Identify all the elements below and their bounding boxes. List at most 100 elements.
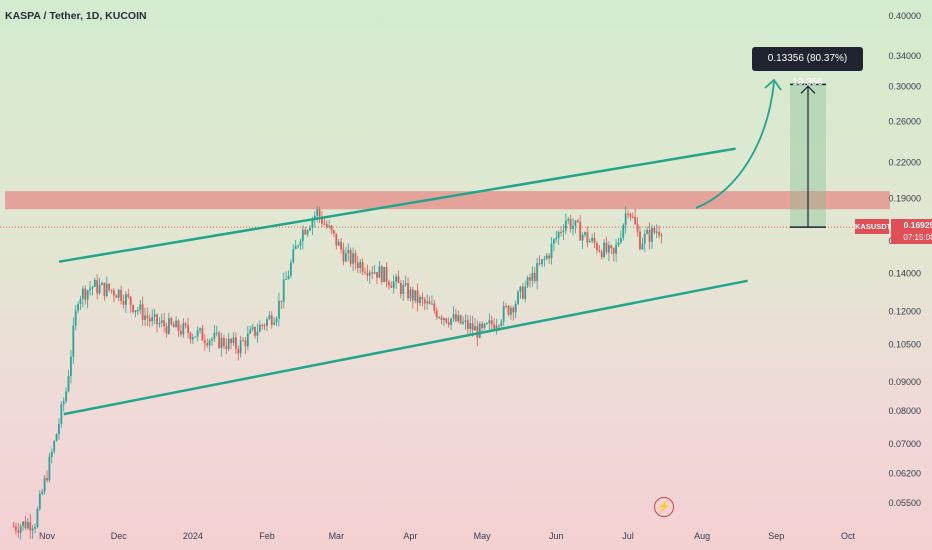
candle-body — [163, 320, 166, 327]
candle-body — [144, 315, 146, 320]
candle-body — [619, 237, 622, 243]
candle-body — [356, 262, 359, 269]
lower-channel-line — [63, 279, 748, 416]
candle-body — [223, 337, 225, 347]
y-tick-label: 0.06200 — [888, 469, 921, 479]
candle-body — [576, 220, 579, 222]
candle-body — [428, 301, 431, 304]
candle-body — [316, 209, 319, 216]
lightning-icon[interactable]: ⚡ — [654, 497, 674, 517]
candle-body — [600, 251, 603, 258]
candle-body — [292, 249, 295, 263]
candle-body — [395, 276, 397, 282]
candle-body — [402, 284, 405, 295]
candle-body — [447, 322, 450, 325]
candle-body — [232, 337, 235, 343]
candle-body — [545, 255, 548, 259]
candle-body — [651, 227, 653, 242]
candle-body — [476, 326, 479, 338]
candle-body — [469, 323, 472, 329]
candle-body — [246, 333, 249, 347]
x-tick-label: Sep — [768, 531, 784, 541]
candle-body — [521, 286, 524, 299]
candle-body — [289, 262, 292, 276]
y-tick-label: 0.12000 — [888, 307, 921, 317]
y-tick-label: 0.05500 — [888, 498, 921, 508]
y-tick-label: 0.30000 — [888, 82, 921, 92]
x-tick-label: Apr — [403, 531, 417, 541]
y-tick-label: 0.14000 — [888, 269, 921, 279]
candle-body — [273, 322, 276, 325]
x-tick-label: Feb — [259, 531, 275, 541]
candle-body — [378, 266, 381, 278]
candle-body — [414, 290, 417, 301]
x-tick-label: May — [474, 531, 492, 541]
candle-body — [459, 315, 462, 324]
candle-body — [373, 272, 376, 274]
candle-body — [512, 307, 515, 313]
x-tick-label: Jun — [549, 531, 564, 541]
candle-body — [275, 318, 278, 323]
candle-body — [29, 522, 32, 531]
candle-body — [474, 326, 476, 331]
candle-body — [466, 320, 469, 329]
candle-body — [282, 279, 285, 302]
candle-body — [557, 231, 560, 238]
candle-body — [263, 325, 266, 327]
y-tick-label: 0.08000 — [888, 406, 921, 416]
candle-body — [172, 324, 175, 328]
candle-body — [299, 241, 302, 246]
candle-body — [19, 526, 22, 533]
candle-body — [311, 219, 314, 228]
candle-body — [215, 332, 218, 334]
candle-body — [227, 338, 230, 349]
y-tick-label: 0.34000 — [888, 51, 921, 61]
candle-body — [136, 310, 139, 312]
candle-body — [325, 223, 328, 227]
candle-body — [117, 289, 120, 298]
candle-body — [60, 404, 63, 424]
candle-body — [486, 323, 488, 325]
candle-body — [380, 266, 383, 283]
candle-body — [158, 322, 161, 325]
candle-body — [440, 317, 443, 321]
candle-body — [249, 329, 252, 334]
candle-body — [529, 277, 531, 281]
candle-body — [481, 323, 484, 329]
candle-body — [196, 330, 199, 337]
candle-body — [103, 282, 106, 297]
price-tag-value: 0.16925 — [891, 219, 932, 232]
candle-body — [579, 221, 582, 241]
candle-body — [569, 219, 572, 230]
candle-body — [347, 249, 350, 254]
measure-label: 0.13356 (80.37%) 13,356 — [752, 47, 863, 88]
candle-body — [471, 323, 474, 331]
x-tick-label: Aug — [694, 531, 710, 541]
candle-body — [148, 318, 151, 322]
candle-body — [490, 320, 493, 325]
candle-body — [548, 255, 551, 259]
candle-body — [354, 253, 357, 263]
candle-body — [58, 423, 60, 434]
x-tick-label: Nov — [39, 531, 56, 541]
candle-body — [268, 315, 271, 320]
candle-body — [361, 261, 364, 272]
candle-body — [639, 231, 641, 250]
candle-body — [584, 232, 586, 235]
candle-body — [280, 300, 283, 302]
candle-body — [146, 315, 149, 319]
candle-body — [462, 321, 464, 324]
candle-body — [234, 337, 237, 349]
candle-body — [156, 314, 158, 325]
candle-body — [572, 226, 574, 230]
candle-body — [612, 248, 615, 254]
candle-body — [553, 239, 555, 244]
candle-body — [538, 263, 541, 265]
candle-body — [531, 272, 534, 281]
candle-body — [261, 324, 264, 326]
candle-body — [304, 229, 307, 235]
candle-body — [435, 310, 438, 318]
candle-body — [615, 245, 617, 254]
upper-channel-line — [58, 147, 736, 263]
